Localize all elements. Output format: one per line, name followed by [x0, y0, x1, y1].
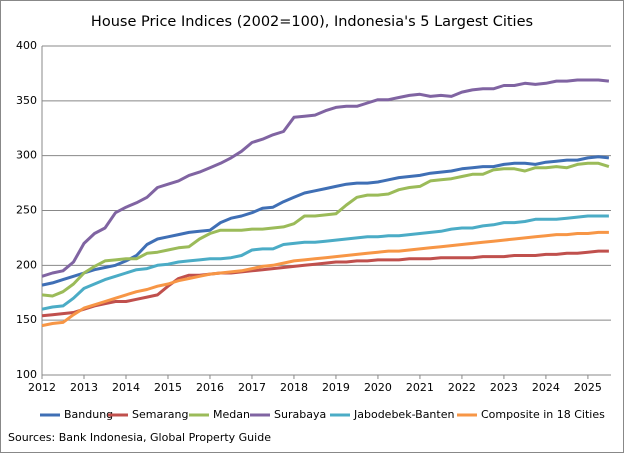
y-tick-label: 100: [16, 368, 37, 381]
x-tick-label: 2013: [70, 381, 98, 394]
legend-label: Semarang: [132, 408, 188, 421]
source-note: Sources: Bank Indonesia, Global Property…: [8, 431, 271, 444]
y-tick-label: 150: [16, 313, 37, 326]
y-tick-label: 400: [16, 39, 37, 52]
series-line: [41, 161, 610, 298]
y-tick-label: 300: [16, 149, 37, 162]
legend-label: Jabodebek-Banten: [353, 408, 454, 421]
series-line: [41, 78, 610, 278]
x-tick-label: 2022: [448, 381, 476, 394]
x-tick-label: 2017: [238, 381, 266, 394]
chart-title: House Price Indices (2002=100), Indonesi…: [91, 14, 533, 30]
y-tick-label: 350: [16, 94, 37, 107]
legend-label: Composite in 18 Cities: [481, 408, 605, 421]
series-line: [41, 230, 609, 328]
x-tick-label: 2015: [154, 381, 182, 394]
legend-label: Surabaya: [274, 408, 326, 421]
x-tick-label: 2021: [406, 381, 434, 394]
series-line: [41, 214, 609, 311]
x-tick-label: 2023: [490, 381, 518, 394]
x-tick-label: 2014: [112, 381, 140, 394]
x-tick-label: 2019: [322, 381, 350, 394]
x-tick-label: 2012: [28, 381, 56, 394]
legend-label: Medan: [213, 408, 250, 421]
x-tick-label: 2016: [196, 381, 224, 394]
series-line: [41, 249, 609, 318]
y-tick-label: 250: [16, 204, 37, 217]
x-tick-label: 2024: [532, 381, 560, 394]
x-tick-label: 2020: [364, 381, 392, 394]
x-tick-label: 2018: [280, 381, 308, 394]
legend-label: Bandung: [64, 408, 113, 421]
x-tick-label: 2025: [574, 381, 602, 394]
series-line: [41, 155, 610, 287]
y-tick-label: 200: [16, 258, 37, 271]
